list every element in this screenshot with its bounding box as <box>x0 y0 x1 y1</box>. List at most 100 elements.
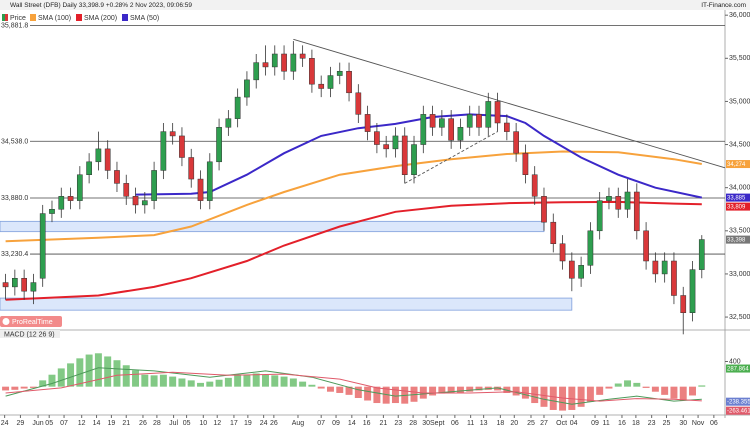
candle-body <box>661 260 668 275</box>
value-tag <box>726 193 750 202</box>
x-tick-label: 14 <box>348 420 356 427</box>
candle-body <box>179 135 185 158</box>
x-tick-label: Jun <box>32 420 43 427</box>
candle-body <box>606 196 612 201</box>
macd-bar <box>29 386 37 388</box>
y-tick-label: 32,500 <box>729 314 750 321</box>
candle-body <box>411 144 417 175</box>
macd-bar <box>178 378 186 387</box>
candle-body <box>652 260 659 275</box>
macd-bar <box>456 386 464 393</box>
macd-bar <box>76 358 84 387</box>
x-tick-label: 26 <box>270 420 278 427</box>
legend-swatch <box>76 14 82 21</box>
badge-icon <box>2 318 10 325</box>
legend-swatch <box>122 14 128 21</box>
x-tick-label: 12 <box>213 420 221 427</box>
x-tick-label: 23 <box>648 420 656 427</box>
candle-body <box>318 83 325 89</box>
candle-body <box>485 101 492 128</box>
macd-bar <box>122 365 130 387</box>
macd-bar <box>215 379 223 387</box>
candle-body <box>346 70 352 94</box>
candle-body <box>49 208 55 214</box>
candle-body <box>160 131 167 171</box>
macd-bar <box>57 368 65 387</box>
macd-bar <box>48 374 56 387</box>
x-tick-label: 13 <box>480 420 488 427</box>
candle-body <box>689 269 696 313</box>
x-tick-label: 24 <box>1 420 9 427</box>
x-tick-label: 14 <box>93 420 101 427</box>
candle-body <box>309 58 315 85</box>
zone <box>0 297 573 311</box>
value-tag <box>726 160 750 169</box>
macd-bar <box>429 386 437 396</box>
macd-bar <box>661 386 669 395</box>
macd-bar <box>159 374 167 387</box>
candle-body <box>30 282 37 292</box>
header-bar <box>0 0 750 10</box>
candle-body <box>587 230 594 266</box>
x-tick-label: 24 <box>260 420 268 427</box>
macd-bar <box>577 386 585 407</box>
candle-body <box>225 118 232 128</box>
macd-bar <box>354 386 362 398</box>
candle-body <box>568 260 575 279</box>
candle-body <box>67 196 74 201</box>
macd-bar <box>2 386 10 391</box>
macd-line <box>5 367 702 405</box>
candle-body <box>383 144 390 150</box>
candle-body <box>559 243 566 262</box>
macd-bar <box>271 375 279 387</box>
macd-bar <box>299 381 307 387</box>
macd-bar <box>642 386 650 388</box>
x-tick-label: 18 <box>496 420 504 427</box>
x-tick-label: 27 <box>540 420 548 427</box>
candle-body <box>262 62 269 68</box>
y-tick-label: 35,000 <box>729 98 750 105</box>
source: IT-Finance.com <box>701 2 746 9</box>
macd-bar <box>605 386 613 389</box>
x-tick-label: 19 <box>244 420 252 427</box>
x-tick-label: 09 <box>332 420 340 427</box>
value-tag-label: 33,885 <box>727 195 746 201</box>
x-tick-label: 11 <box>467 420 474 427</box>
candle-body <box>253 62 260 81</box>
legend-swatch <box>5 14 8 21</box>
value-tag <box>726 397 750 406</box>
x-tick-label: 21 <box>379 420 387 427</box>
level-label-bg <box>0 21 30 30</box>
candle-body <box>504 122 510 132</box>
macd-bar <box>698 385 706 387</box>
candle-body <box>531 174 538 197</box>
candle-body <box>401 135 408 175</box>
macd-bar <box>512 386 520 396</box>
macd-bar <box>94 353 102 387</box>
x-tick-label: 09 <box>591 420 599 427</box>
candle-body <box>336 70 343 76</box>
value-tag-label: -263.461 <box>727 409 750 415</box>
macd-bar <box>280 376 288 387</box>
macd-bar <box>11 386 19 390</box>
candle-body <box>114 170 120 184</box>
value-tag-label: -238.355 <box>727 400 750 406</box>
x-tick-label: Sept <box>430 420 444 427</box>
x-tick-label: 29 <box>17 420 25 427</box>
candle-body <box>374 131 380 145</box>
candle-body <box>271 53 278 68</box>
candle-body <box>457 127 464 141</box>
macd-bar <box>336 386 344 393</box>
macd-bar <box>540 386 548 407</box>
macd-bar <box>169 376 177 387</box>
candle-body <box>197 178 204 201</box>
candle-body <box>141 200 148 206</box>
candle-body <box>39 213 46 279</box>
candle-body <box>466 114 473 128</box>
macd-bar <box>679 386 687 401</box>
y-tick-label: 36,000 <box>729 12 750 19</box>
macd-bar <box>559 386 567 411</box>
trendline <box>293 38 726 169</box>
y-tick-label: 33,500 <box>729 228 750 235</box>
candle-body <box>234 96 241 119</box>
